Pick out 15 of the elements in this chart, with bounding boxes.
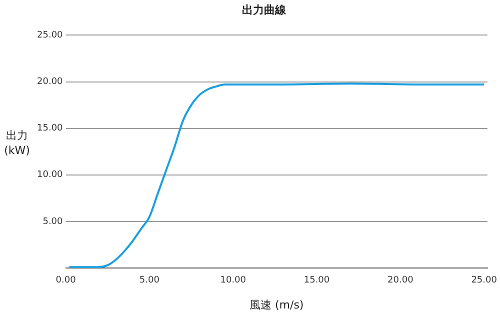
x-axis-title: 風速 (m/s) [249,298,304,312]
y-tick-label: 15.00 [37,124,64,134]
x-tick-label: 15.00 [304,276,330,286]
y-tick-label: 25.00 [37,30,64,41]
line-series [68,82,486,268]
y-tick-label: 10.00 [37,170,64,180]
x-tick-label: 0.00 [56,276,76,286]
x-tick-label: 5.00 [139,276,160,286]
x-tick-label: 25.00 [471,276,498,286]
x-tick-label: 10.00 [220,276,246,286]
y-tick-label: 20.00 [37,77,64,88]
chart-title: 出力曲線 [242,3,287,16]
y-tick-label: 5.00 [42,216,64,227]
y-axis-title: 出力 (kW) [3,128,31,158]
x-tick-label: 20.00 [388,276,414,286]
